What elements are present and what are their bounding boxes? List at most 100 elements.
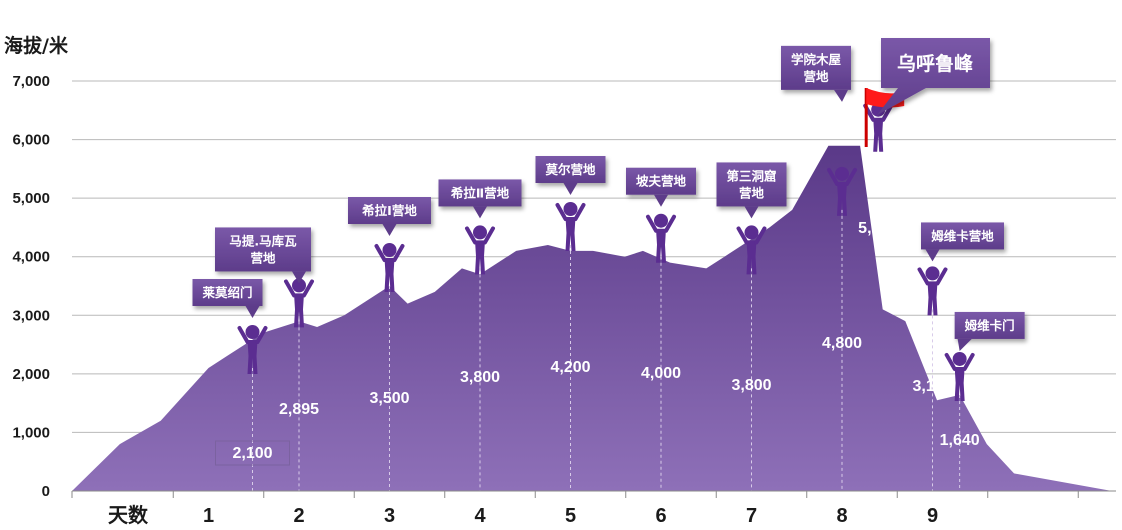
hiker-body — [837, 181, 847, 216]
hiker-head — [835, 166, 849, 181]
summit-callout — [877, 38, 990, 115]
hiker-arms — [944, 352, 975, 371]
hiker-arms — [465, 226, 495, 245]
camp-callout-box — [215, 227, 311, 272]
elevation-area — [72, 145, 1112, 491]
x-axis-label: 天数 — [108, 503, 149, 527]
hiker-icon — [237, 325, 268, 374]
data-label: 4,200 — [550, 359, 590, 376]
y-tick-label: 0 — [42, 483, 50, 500]
hiker-body — [746, 240, 757, 275]
hiker-arms — [736, 226, 767, 245]
camp-callout-box — [438, 179, 522, 207]
hiker-head — [654, 213, 668, 228]
camp-label: 学院木屋 — [791, 52, 842, 67]
y-tick-label: 1,000 — [12, 424, 50, 441]
hiker-icon — [944, 351, 975, 401]
hiker-icon — [917, 266, 948, 316]
hiker-head — [245, 325, 260, 339]
x-tick-label: 9 — [927, 505, 938, 527]
camp-callout-box — [348, 197, 431, 224]
hiker-head — [473, 225, 487, 240]
y-axis-label: 海拔/米 — [4, 34, 69, 57]
data-label: 3,100 — [912, 378, 952, 395]
hiker-icon — [555, 202, 586, 251]
data-label: 1,640 — [940, 432, 980, 449]
hiker-body — [294, 293, 304, 328]
hiker-body — [954, 366, 965, 401]
hiker-head — [563, 202, 578, 216]
hiker-arms — [646, 214, 676, 233]
camp-callout-box — [921, 222, 1004, 250]
camp-label: 希拉Ⅰ营地 — [361, 203, 417, 218]
hiker-arms — [827, 167, 857, 186]
data-label: 3,800 — [731, 377, 771, 394]
camp-label: 营地 — [739, 185, 765, 200]
camp-label: 姆维卡营地 — [930, 228, 994, 243]
camp-callout-box — [535, 156, 606, 183]
camp-callout-box — [781, 45, 851, 90]
camp-callout-pointer — [473, 206, 487, 219]
y-axis-ticks: 0 1,000 2,000 3,000 4,000 5,000 6,000 7,000 — [12, 73, 50, 500]
data-label: 2,895 — [279, 401, 319, 418]
hiker-arms — [284, 279, 314, 298]
hiker-arms — [374, 244, 405, 262]
data-label: 5,895 — [858, 220, 898, 237]
hiker-body — [475, 240, 485, 275]
data-label: 3,800 — [460, 369, 500, 386]
day-guide-lines — [252, 209, 961, 491]
hiker-head — [292, 278, 306, 293]
hiker-icon — [284, 278, 314, 328]
camp-callout-pointer — [834, 89, 848, 102]
hiker-body — [247, 340, 258, 374]
x-tick-label: 4 — [474, 505, 486, 527]
camp-callout-box — [716, 162, 787, 207]
camp-callout-box — [954, 311, 1025, 339]
hiker-arms — [237, 326, 268, 344]
data-label-box — [215, 440, 290, 466]
camp-callout-pointer — [245, 306, 260, 318]
camp-label: 第三洞窟 — [726, 168, 776, 183]
hiker-head — [952, 351, 967, 366]
y-tick-label: 3,000 — [12, 307, 50, 324]
y-tick-label: 6,000 — [12, 132, 50, 149]
camp-label: 坡夫营地 — [636, 174, 687, 189]
y-tick-label: 4,000 — [12, 249, 50, 266]
hiker-figures — [237, 102, 975, 401]
camp-label: 莫尔营地 — [545, 162, 596, 177]
camp-label: 营地 — [803, 69, 829, 84]
hiker-body — [927, 281, 938, 316]
data-label: 4,800 — [822, 335, 862, 352]
x-tick-label: 7 — [746, 505, 757, 527]
hiker-head — [925, 266, 940, 281]
hiker-body — [873, 117, 884, 152]
x-axis-ticks: 1 2 3 4 5 6 7 8 9 — [203, 505, 938, 527]
x-tick-label: 2 — [293, 505, 304, 527]
summit-label: 乌呼鲁峰 — [897, 52, 974, 75]
camp-callout-pointer — [957, 338, 972, 351]
x-tick-label: 1 — [203, 505, 214, 527]
camp-label: 希拉Ⅱ营地 — [450, 185, 510, 200]
y-tick-label: 7,000 — [12, 73, 50, 90]
hiker-body — [565, 217, 576, 251]
data-label: 4,000 — [641, 365, 681, 382]
camp-callout-box — [626, 167, 696, 195]
camp-callout-box — [192, 279, 263, 306]
data-label: 3,500 — [369, 390, 409, 407]
camp-callout-pointer — [744, 206, 759, 219]
data-label: 2,100 — [232, 445, 272, 462]
hiker-body — [384, 258, 395, 292]
camp-callout-pointer — [654, 194, 668, 207]
hiker-icon — [465, 225, 495, 275]
camp-label: 莱莫绍门 — [202, 285, 252, 300]
y-tick-label: 5,000 — [12, 190, 50, 207]
hiker-icon — [736, 225, 767, 275]
camp-label: 马提.马库瓦 — [229, 233, 297, 248]
x-tick-label: 6 — [655, 505, 666, 527]
x-tick-label: 8 — [836, 505, 847, 527]
x-axis — [71, 490, 1116, 498]
camp-label: 营地 — [250, 250, 276, 265]
camp-callout-pointer — [925, 249, 940, 262]
